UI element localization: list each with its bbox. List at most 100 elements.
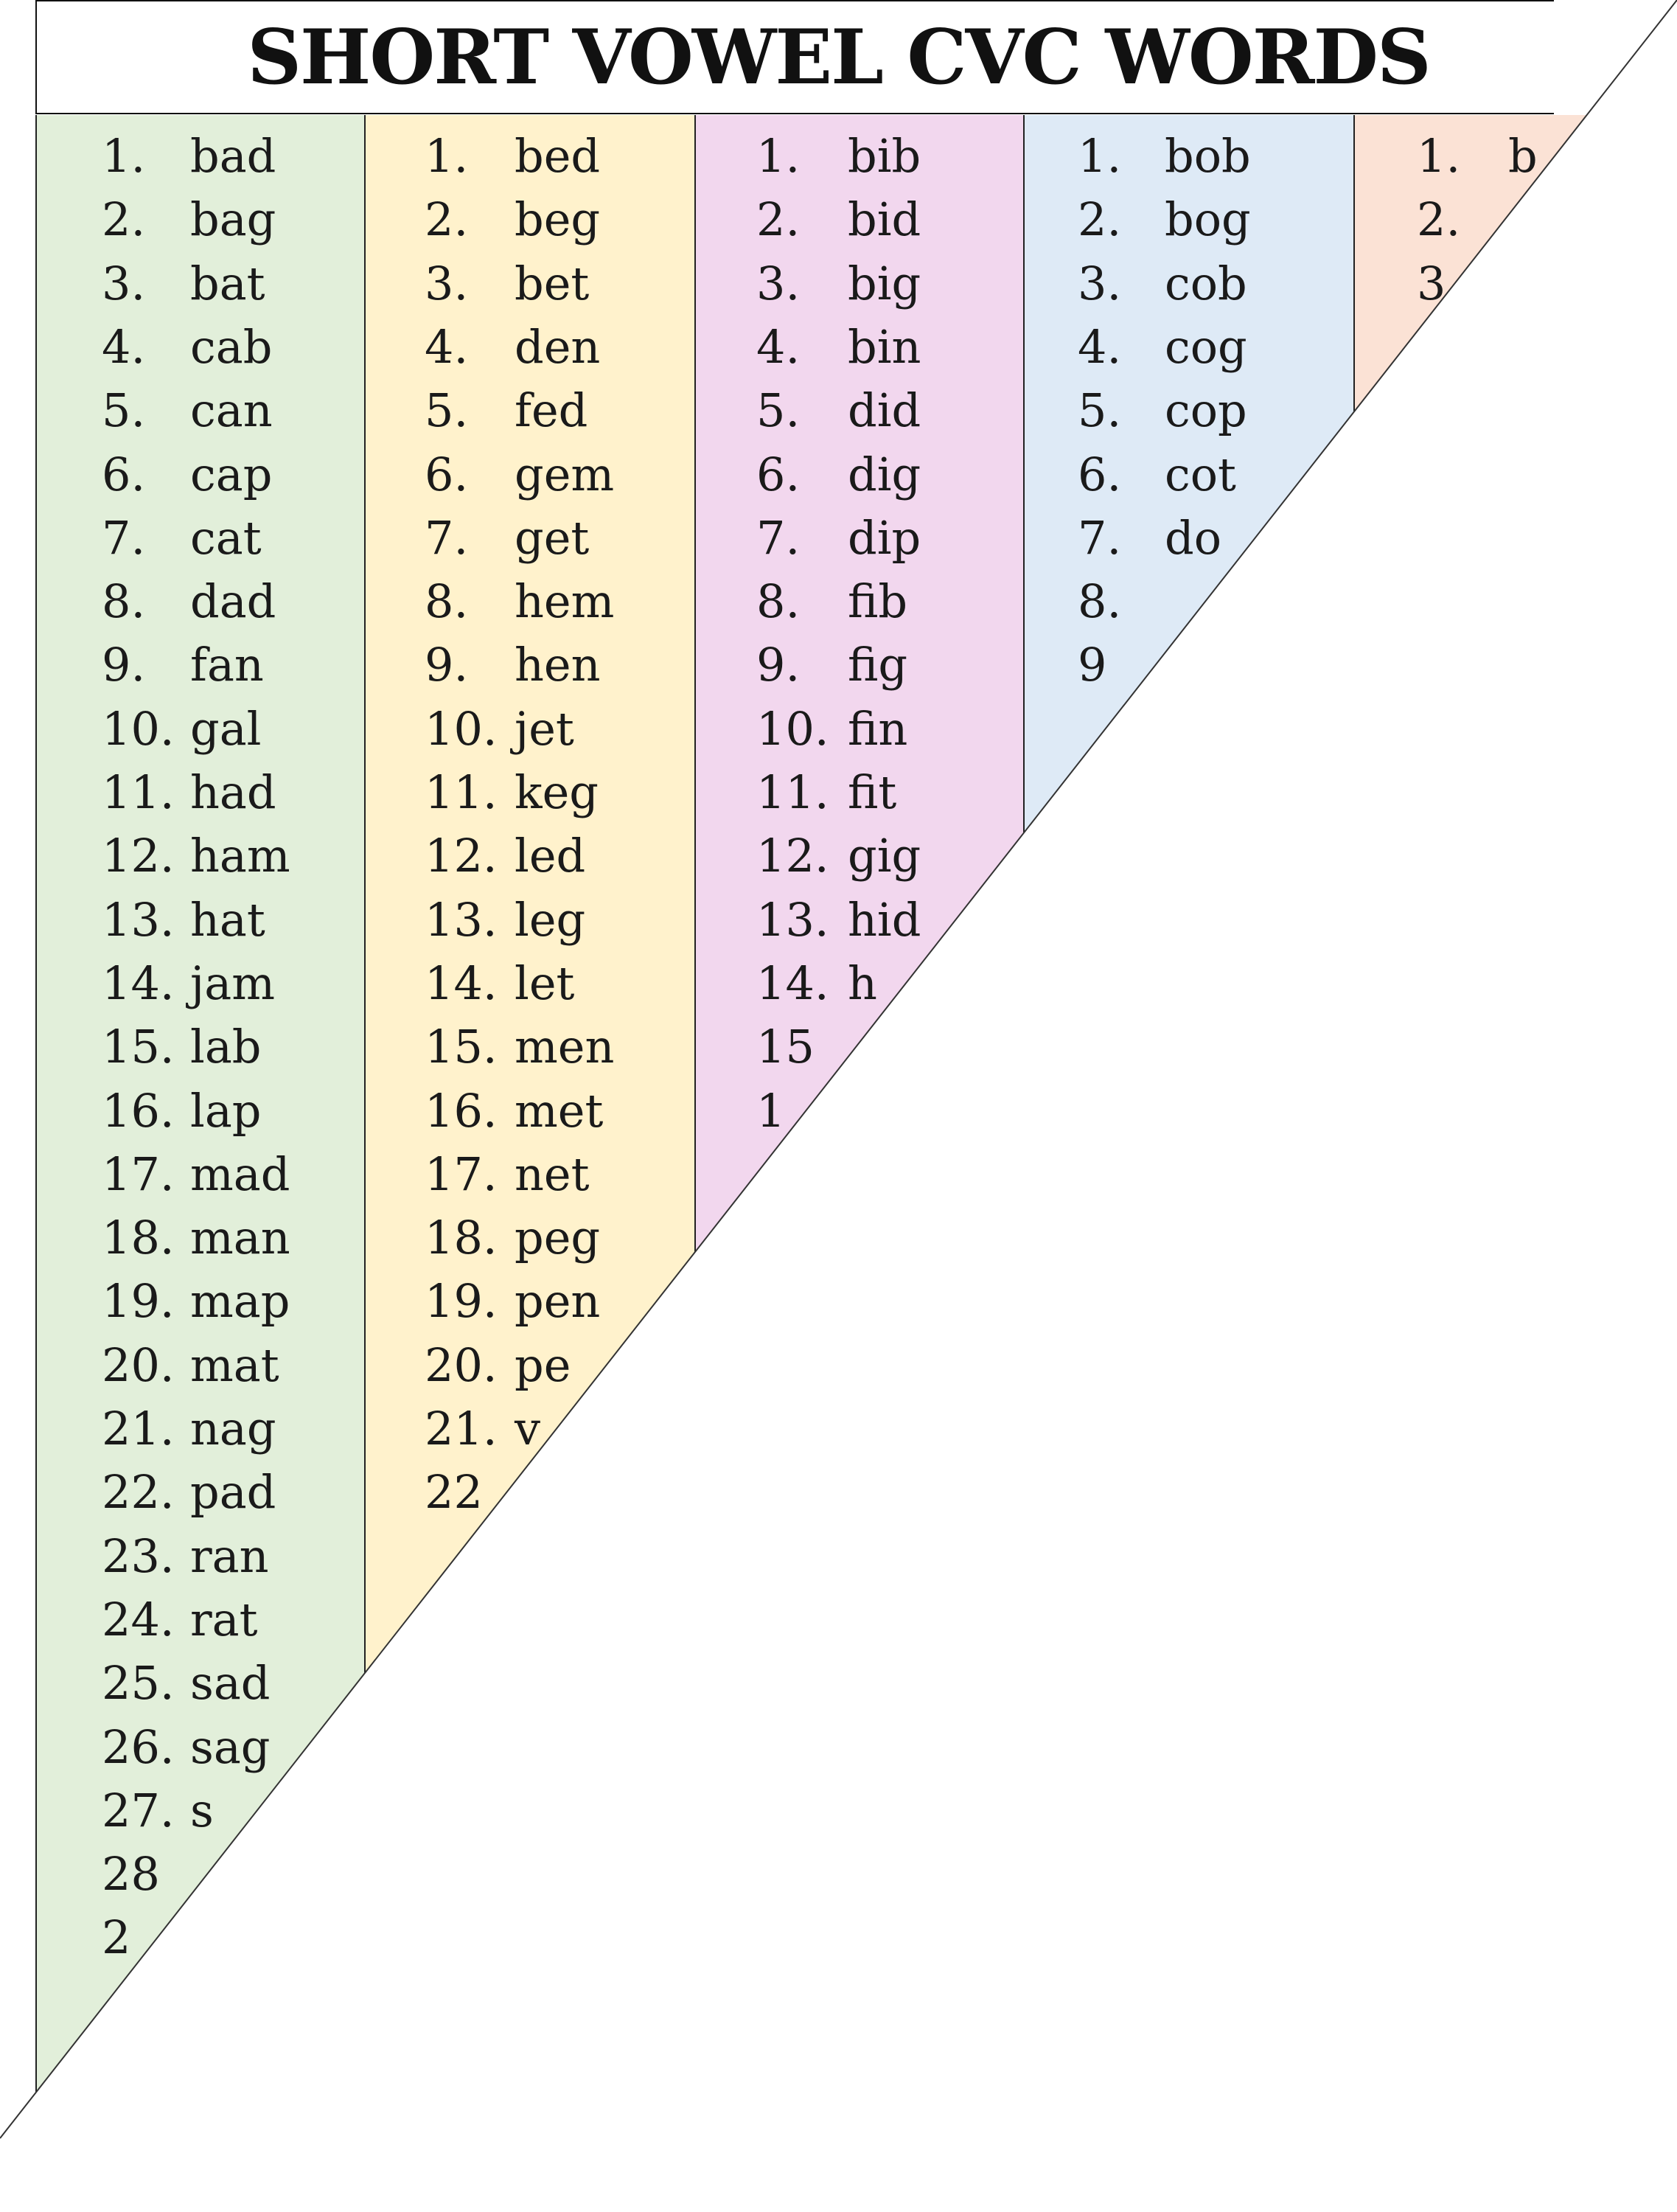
item-number: 9 (1078, 638, 1107, 692)
item-number: 8. (756, 574, 801, 629)
item-number: 13. (756, 892, 829, 947)
cvc-word: peg (515, 1211, 601, 1265)
item-number: 7. (756, 510, 801, 565)
cvc-word: cog (1165, 319, 1247, 374)
item-number: 6. (1078, 447, 1122, 501)
cvc-word: sad (190, 1656, 271, 1711)
cvc-word: dad (190, 574, 276, 629)
cvc-word: jet (515, 701, 574, 756)
cvc-word: dip (848, 510, 921, 565)
item-number: 7. (425, 510, 469, 565)
cvc-word: do (1165, 510, 1222, 565)
item-number: 1. (425, 129, 469, 183)
item-number: 2. (756, 192, 801, 247)
cvc-word: lap (190, 1083, 262, 1138)
cvc-word: hid (848, 892, 921, 947)
item-number: 8. (425, 574, 469, 629)
cvc-word: fit (848, 765, 897, 819)
item-number: 28 (102, 1847, 160, 1902)
cvc-word: gal (190, 701, 262, 756)
item-number: 7. (1078, 510, 1122, 565)
item-number: 12. (756, 829, 829, 883)
cvc-word: get (515, 510, 590, 565)
item-number: 15. (425, 1020, 498, 1074)
cvc-word: keg (515, 765, 599, 819)
item-number: 13. (425, 892, 498, 947)
item-number: 10. (102, 701, 175, 756)
item-number: 11. (102, 765, 175, 819)
item-number: 3. (1078, 256, 1122, 310)
cvc-word: nag (190, 1402, 276, 1455)
item-number: 8. (102, 574, 146, 629)
item-number: 9. (756, 638, 801, 692)
item-number: 4. (756, 319, 801, 374)
cvc-word: map (190, 1274, 290, 1329)
cvc-word: bin (848, 319, 921, 374)
item-number: 1 (756, 1083, 786, 1138)
item-number: 3. (102, 256, 146, 310)
item-number: 4. (425, 319, 469, 374)
cvc-word: cop (1165, 383, 1247, 438)
item-number: 5. (425, 383, 469, 438)
cvc-word: cab (190, 319, 273, 374)
item-number: 10. (425, 701, 498, 756)
item-number: 2. (102, 192, 146, 247)
cvc-word: b (1508, 129, 1538, 183)
cvc-word: men (515, 1020, 615, 1074)
item-number: 20. (102, 1338, 175, 1392)
cvc-word: bad (190, 129, 276, 183)
item-number: 21. (425, 1402, 498, 1455)
cvc-word: let (515, 956, 575, 1010)
item-number: 1. (756, 129, 801, 183)
cvc-word: fed (515, 383, 588, 438)
cvc-word: fib (848, 574, 908, 629)
cvc-word: s (190, 1783, 214, 1837)
item-number: 4. (102, 319, 146, 374)
cvc-word: net (515, 1147, 590, 1201)
cvc-word: bid (848, 192, 921, 247)
item-number: 2. (1417, 192, 1461, 247)
cvc-word: had (190, 765, 276, 819)
item-number: 6. (425, 447, 469, 501)
item-number: 10. (756, 701, 829, 756)
cvc-word: dig (848, 447, 921, 501)
item-number: 5. (1078, 383, 1122, 438)
cvc-word: pen (515, 1274, 601, 1329)
item-number: 17. (102, 1147, 175, 1201)
cvc-word: bib (848, 129, 921, 183)
page-title: SHORT VOWEL CVC WORDS (247, 13, 1431, 102)
cvc-word: pad (190, 1465, 276, 1520)
cvc-word: pe (515, 1338, 571, 1392)
cvc-word: bog (1165, 192, 1251, 247)
cvc-word: hen (515, 638, 601, 692)
item-number: 24. (102, 1592, 175, 1646)
cvc-word: hem (515, 574, 615, 629)
item-number: 17. (425, 1147, 498, 1201)
cvc-word: met (515, 1083, 604, 1138)
item-number: 2. (1078, 192, 1122, 247)
cvc-word: mat (190, 1338, 279, 1392)
cvc-word: jam (190, 956, 275, 1010)
cvc-word: hat (190, 892, 265, 947)
item-number: 2. (425, 192, 469, 247)
item-number: 8. (1078, 574, 1122, 629)
cvc-word: led (515, 829, 586, 883)
item-number: 16. (425, 1083, 498, 1138)
cvc-word: v (515, 1402, 541, 1455)
item-number: 22. (102, 1465, 175, 1520)
item-number: 13. (102, 892, 175, 947)
item-number: 4. (1078, 319, 1122, 374)
item-number: 3. (756, 256, 801, 310)
cvc-word: fin (848, 701, 908, 756)
cvc-word: h (848, 956, 877, 1010)
item-number: 6. (102, 447, 146, 501)
item-number: 12. (102, 829, 175, 883)
item-number: 16. (102, 1083, 175, 1138)
cvc-word: gig (848, 829, 921, 883)
item-number: 5. (756, 383, 801, 438)
item-number: 14. (756, 956, 829, 1010)
cvc-word: ran (190, 1528, 269, 1583)
cvc-word: gem (515, 447, 615, 501)
cvc-word: cat (190, 510, 262, 565)
cvc-word: fan (190, 638, 264, 692)
